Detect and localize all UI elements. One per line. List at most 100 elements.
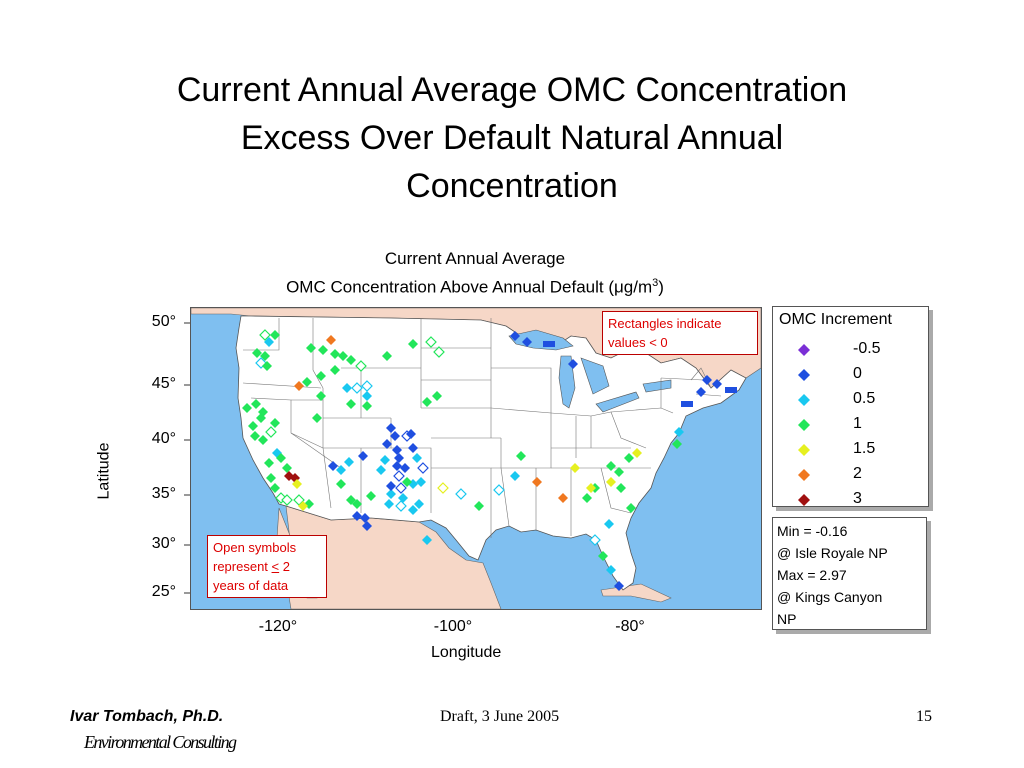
site-diamond bbox=[604, 519, 614, 529]
site-diamond bbox=[316, 391, 326, 401]
footer-org: Environmental Consulting bbox=[84, 732, 237, 752]
site-diamond bbox=[376, 465, 386, 475]
map-title-unit-sup: 3 bbox=[652, 277, 659, 289]
legend-item: -0.5 bbox=[797, 339, 917, 361]
legend-item: 1 bbox=[797, 414, 917, 436]
map-title-unit: μg/m bbox=[613, 277, 653, 297]
y-tick-25: 25° bbox=[151, 583, 176, 600]
legend-diamond-icon bbox=[798, 494, 810, 506]
lake-michigan bbox=[558, 355, 576, 409]
site-diamond bbox=[414, 499, 424, 509]
legend-diamond-icon bbox=[798, 344, 810, 356]
site-diamond bbox=[606, 477, 616, 487]
site-diamond bbox=[260, 351, 270, 361]
site-diamond bbox=[380, 455, 390, 465]
site-diamond bbox=[358, 451, 368, 461]
site-diamond bbox=[294, 381, 304, 391]
site-diamond bbox=[251, 399, 261, 409]
site-diamond bbox=[598, 551, 608, 561]
site-open-diamond bbox=[395, 482, 407, 494]
site-diamond bbox=[256, 413, 266, 423]
site-diamond bbox=[532, 477, 542, 487]
site-diamond bbox=[312, 413, 322, 423]
note-rectangles-line-1: Rectangles indicate bbox=[608, 316, 722, 331]
site-diamond bbox=[474, 501, 484, 511]
site-diamond bbox=[362, 521, 372, 531]
x-tick-100: -100° bbox=[433, 618, 473, 635]
stats-min-site: @ Isle Royale NP bbox=[777, 545, 888, 561]
site-diamond bbox=[336, 465, 346, 475]
site-diamond bbox=[398, 493, 408, 503]
legend-item: 2 bbox=[797, 464, 917, 486]
y-axis-title: Latitude bbox=[95, 442, 113, 500]
legend-item-label: 3 bbox=[853, 490, 862, 507]
map-title: Current Annual Average OMC Concentration… bbox=[190, 246, 760, 300]
site-diamond bbox=[336, 479, 346, 489]
site-diamond bbox=[390, 431, 400, 441]
legend-item-label: 2 bbox=[853, 465, 862, 482]
site-diamond bbox=[384, 499, 394, 509]
site-diamond bbox=[366, 491, 376, 501]
site-diamond bbox=[270, 330, 280, 340]
site-diamond bbox=[264, 337, 274, 347]
site-diamond bbox=[392, 445, 402, 455]
site-markers bbox=[242, 329, 737, 591]
site-open-diamond bbox=[425, 336, 437, 348]
y-tick-45: 45° bbox=[151, 375, 176, 392]
site-diamond bbox=[258, 435, 268, 445]
site-diamond bbox=[342, 383, 352, 393]
x-tick-120: -120° bbox=[258, 618, 298, 635]
site-diamond bbox=[400, 463, 410, 473]
site-open-diamond bbox=[437, 482, 449, 494]
site-diamond bbox=[328, 461, 338, 471]
site-diamond bbox=[346, 355, 356, 365]
legend-diamond-icon bbox=[798, 469, 810, 481]
site-open-diamond bbox=[395, 500, 407, 512]
legend-diamond-icon bbox=[798, 444, 810, 456]
page-number: 15 bbox=[916, 708, 932, 725]
legend-diamond-icon bbox=[798, 419, 810, 431]
site-diamond bbox=[248, 421, 258, 431]
site-diamond bbox=[674, 427, 684, 437]
legend: OMC Increment -0.5 0 0.5 1 1.5 2 3 bbox=[772, 306, 929, 507]
map-title-line-1: Current Annual Average bbox=[384, 249, 566, 268]
note-rectangles: Rectangles indicate values < 0 bbox=[602, 311, 758, 355]
site-open-diamond bbox=[393, 470, 405, 482]
footer-author: Ivar Tombach, Ph.D. bbox=[70, 708, 224, 725]
site-diamond bbox=[382, 439, 392, 449]
legend-diamond-icon bbox=[798, 394, 810, 406]
note-open-text: represent bbox=[213, 559, 272, 574]
legend-item-label: 1.5 bbox=[853, 440, 876, 457]
y-tick-35: 35° bbox=[151, 485, 176, 502]
note-rectangles-line-2: values < 0 bbox=[608, 335, 668, 350]
site-diamond bbox=[346, 399, 356, 409]
site-diamond bbox=[330, 365, 340, 375]
site-diamond bbox=[586, 483, 596, 493]
site-diamond bbox=[570, 463, 580, 473]
legend-title: OMC Increment bbox=[779, 311, 892, 328]
site-diamond bbox=[510, 331, 520, 341]
legend-item-label: 1 bbox=[853, 415, 862, 432]
site-diamond bbox=[298, 501, 308, 511]
site-diamond bbox=[344, 457, 354, 467]
lake-huron bbox=[580, 357, 610, 395]
legend-item: 0.5 bbox=[797, 389, 917, 411]
site-diamond bbox=[422, 535, 432, 545]
map-title-line-2: OMC Concentration Above Annual Default (… bbox=[190, 271, 760, 300]
site-diamond bbox=[276, 453, 286, 463]
site-diamond bbox=[558, 493, 568, 503]
footer-draft: Draft, 3 June 2005 bbox=[440, 708, 560, 725]
site-diamond bbox=[352, 499, 362, 509]
site-open-diamond bbox=[433, 346, 445, 358]
site-diamond bbox=[338, 351, 348, 361]
note-open-line-1: Open symbols bbox=[213, 540, 297, 555]
y-tick-marks bbox=[184, 322, 190, 594]
site-diamond bbox=[306, 343, 316, 353]
site-diamond bbox=[252, 348, 262, 358]
site-open-diamond bbox=[351, 382, 363, 394]
site-diamond bbox=[408, 443, 418, 453]
site-diamond bbox=[568, 359, 578, 369]
site-diamond bbox=[606, 565, 616, 575]
site-open-diamond bbox=[589, 534, 601, 546]
stats-max-site-cont: NP bbox=[777, 611, 797, 627]
